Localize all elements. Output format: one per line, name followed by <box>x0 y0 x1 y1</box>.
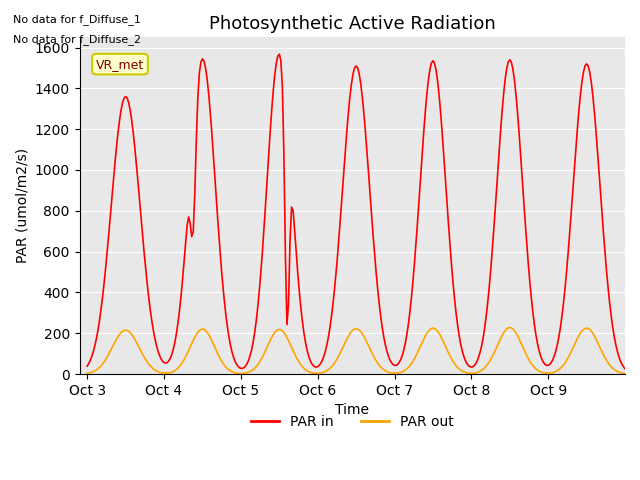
PAR out <box>540 370 547 376</box>
PAR out <box>337 349 344 355</box>
PAR in <box>300 330 308 336</box>
PAR in <box>566 230 573 236</box>
PAR in <box>621 366 629 372</box>
PAR in <box>538 357 546 362</box>
Line: PAR out: PAR out <box>87 327 625 373</box>
Text: VR_met: VR_met <box>96 58 144 71</box>
Y-axis label: PAR (umol/m2/s): PAR (umol/m2/s) <box>15 148 29 263</box>
PAR out <box>339 346 346 352</box>
Text: No data for f_Diffuse_2: No data for f_Diffuse_2 <box>13 34 141 45</box>
PAR out <box>358 331 366 336</box>
PAR out <box>568 349 575 355</box>
Legend: PAR in, PAR out: PAR in, PAR out <box>245 409 460 434</box>
Text: No data for f_Diffuse_1: No data for f_Diffuse_1 <box>13 14 141 25</box>
Line: PAR in: PAR in <box>87 54 625 369</box>
PAR out <box>236 371 243 376</box>
PAR in <box>339 190 346 195</box>
PAR out <box>83 371 91 376</box>
PAR in <box>358 94 366 99</box>
PAR in <box>83 363 91 369</box>
X-axis label: Time: Time <box>335 403 369 417</box>
PAR in <box>275 51 283 57</box>
PAR in <box>337 211 344 216</box>
PAR out <box>621 371 629 376</box>
PAR out <box>300 365 308 371</box>
Title: Photosynthetic Active Radiation: Photosynthetic Active Radiation <box>209 15 495 33</box>
PAR out <box>506 324 513 330</box>
